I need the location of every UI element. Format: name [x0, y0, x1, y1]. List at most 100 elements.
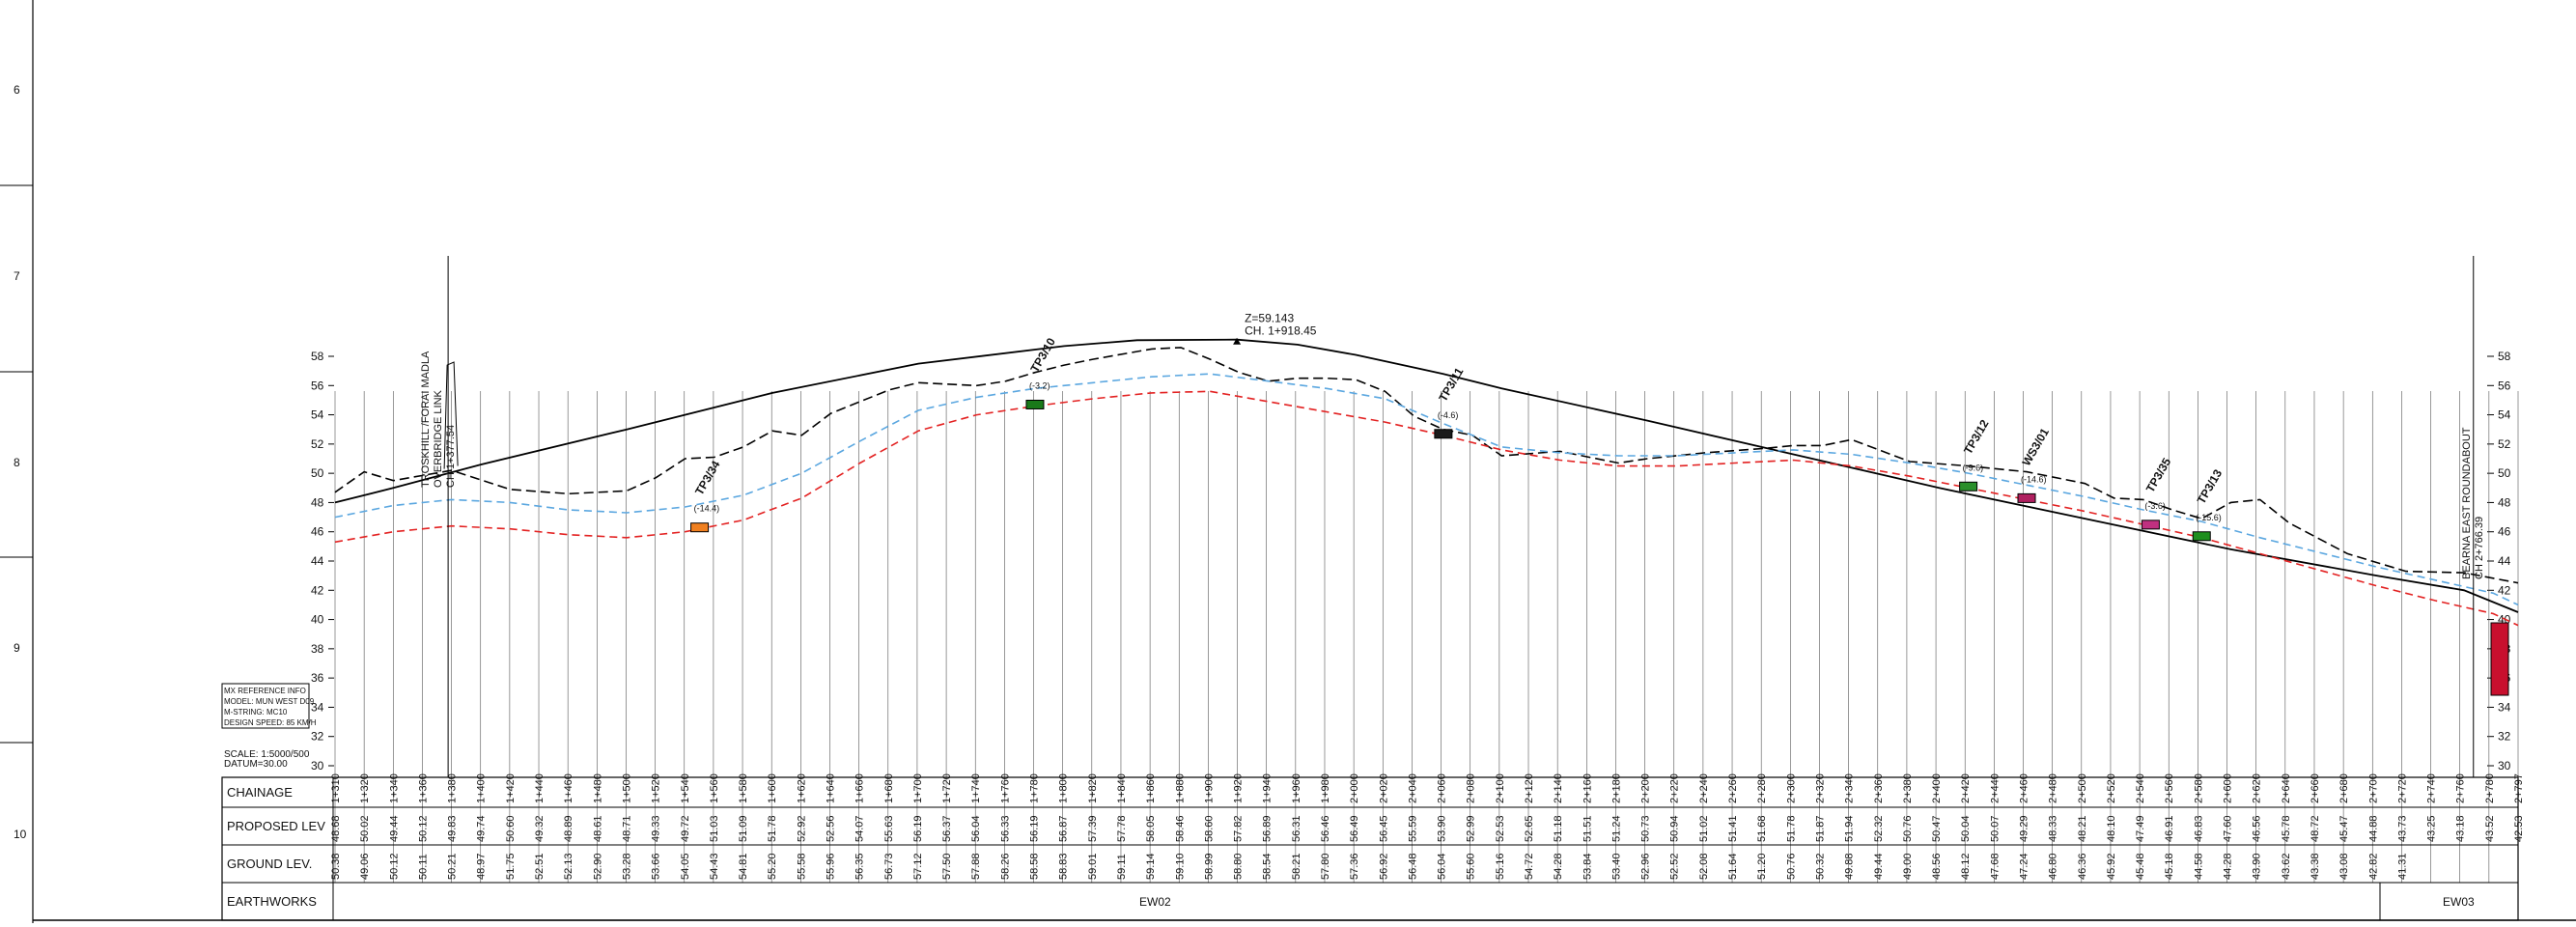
proposed-level-value: 43.18: [2455, 815, 2467, 842]
axis-tick-label-left: 36: [311, 671, 324, 685]
chainage-label: 2+060: [1437, 773, 1448, 803]
chainage-label: 1+760: [999, 773, 1011, 803]
chainage-label: 2+760: [2455, 773, 2467, 803]
ground-level-value: 58.99: [1203, 853, 1215, 880]
profile-series: [334, 338, 2519, 627]
chainage-label: 1+520: [651, 773, 662, 803]
chainage-label: 2+560: [2164, 773, 2175, 803]
ground-level-value: 50.38: [330, 853, 342, 880]
proposed-level-value: 45.78: [2281, 815, 2292, 842]
proposed-level-value: 55.59: [1407, 815, 1418, 842]
ground-level-value: 54.43: [709, 853, 720, 880]
ground-level-value: 58.21: [1291, 853, 1302, 880]
structure-marker: [1959, 481, 1978, 492]
axis-tick-label-left: 58: [311, 350, 324, 363]
table-frame: [221, 776, 2519, 921]
roundabout-label: CH 2+766.39: [2474, 517, 2485, 579]
ground-level-value: 43.38: [2310, 853, 2321, 880]
proposed-level-value: 48.72: [2310, 815, 2321, 842]
proposed-level-value: 51.94: [1844, 815, 1856, 842]
ground-level-value: 45.92: [2106, 853, 2117, 880]
ground-level-value: 42.82: [2367, 853, 2379, 880]
chainage-label: 1+920: [1233, 773, 1245, 803]
ground-level-value: 56.35: [854, 853, 866, 880]
chainage-label: 1+800: [1058, 773, 1070, 803]
proposed-level-value: 51.87: [1814, 815, 1826, 842]
axis-tick-label-left: 44: [311, 554, 324, 568]
margin-number: 7: [14, 269, 20, 283]
axis-tick-label-right: 46: [2498, 525, 2511, 539]
ground-level-value: 50.12: [388, 853, 400, 880]
axis-tick-label-right: 58: [2498, 350, 2511, 363]
ground-level-value: 58.83: [1058, 853, 1070, 880]
proposed-level-value: 56.31: [1291, 815, 1302, 842]
axis-tick-label-left: 42: [311, 583, 324, 597]
proposed-level-value: 58.46: [1174, 815, 1186, 842]
proposed-level-value: 51.03: [709, 815, 720, 842]
ground-level-value: 58.54: [1262, 853, 1274, 880]
proposed-level-value: 50.07: [1989, 815, 2001, 842]
series-line: [334, 347, 2519, 584]
proposed-level-value: 52.92: [796, 815, 807, 842]
proposed-level-value: 51.24: [1610, 815, 1622, 842]
axis-tick-label-left: 50: [311, 466, 324, 480]
margin-number: 10: [14, 828, 27, 841]
axis-tick-label-left: 38: [311, 642, 324, 656]
chainage-label: 2+460: [2019, 773, 2030, 803]
structure-sublabel: (-4.6): [1438, 410, 1459, 420]
proposed-level-value: 48.89: [563, 815, 574, 842]
proposed-level-value: 57.39: [1087, 815, 1099, 842]
info-box-line: DESIGN SPEED: 85 KM/H: [224, 718, 317, 727]
chainage-label: 1+860: [1145, 773, 1157, 803]
axis-tick-label-right: 44: [2498, 554, 2511, 568]
proposed-level-value: 50.47: [1931, 815, 1943, 842]
ground-level-value: 43.08: [2338, 853, 2350, 880]
structure-sublabel: (-14.6): [2021, 474, 2047, 484]
ground-level-value: 49.44: [1873, 853, 1885, 880]
ground-level-value: 55.60: [1466, 853, 1477, 880]
structure-sublabel: (-9.6): [1963, 463, 1984, 472]
proposed-level-value: 51.78: [767, 815, 778, 842]
chainage-label: 2+180: [1610, 773, 1622, 803]
ground-level-value: 52.96: [1640, 853, 1652, 880]
series-line: [334, 390, 2519, 627]
chainage-label: 2+780: [2484, 773, 2496, 803]
chainage-label: 1+780: [1029, 773, 1041, 803]
chainage-label: 1+720: [941, 773, 953, 803]
proposed-level-value: 51.51: [1582, 815, 1593, 842]
ground-level-value: 59.10: [1174, 853, 1186, 880]
proposed-level-value: 51.78: [1785, 815, 1797, 842]
info-box-frame: [221, 683, 310, 729]
structure-label: TP3/11: [1436, 365, 1466, 404]
ground-level-value: 57.80: [1320, 853, 1331, 880]
chainage-label: 2+220: [1669, 773, 1681, 803]
proposed-level-value: 54.07: [854, 815, 866, 842]
ground-level-value: 58.80: [1233, 853, 1245, 880]
ground-level-value: 57.88: [970, 853, 982, 880]
chainage-label: 2+120: [1524, 773, 1535, 803]
ground-level-value: 52.08: [1698, 853, 1710, 880]
proposed-level-value: 48.68: [330, 815, 342, 842]
proposed-level-value: 52.32: [1873, 815, 1885, 842]
ground-level-value: 57.36: [1349, 853, 1360, 880]
chainage-label: 2+480: [2048, 773, 2059, 803]
ground-level-value: 56.73: [883, 853, 895, 880]
proposed-level-value: 49.74: [476, 815, 488, 842]
proposed-level-value: 50.60: [505, 815, 517, 842]
proposed-level-value: 49.72: [680, 815, 691, 842]
structure-sublabel: (-14.4): [694, 504, 720, 514]
ground-level-value: 59.01: [1087, 853, 1099, 880]
end-structure-block: [2490, 622, 2509, 696]
bridge-profile: [443, 361, 459, 469]
ground-level-value: 55.96: [825, 853, 836, 880]
chainage-label: 1+740: [970, 773, 982, 803]
axis-tick-label-right: 52: [2498, 437, 2511, 451]
chainage-label: 2+400: [1931, 773, 1943, 803]
ground-level-value: 48.12: [1960, 853, 1972, 880]
proposed-level-value: 48.33: [2048, 815, 2059, 842]
axis-tick-label-right: 30: [2498, 759, 2511, 772]
chainage-label: 2+700: [2367, 773, 2379, 803]
data-table: CHAINAGE PROPOSED LEV GROUND LEV. EARTHWORK…: [221, 773, 2525, 921]
chainage-label: 2+160: [1582, 773, 1593, 803]
